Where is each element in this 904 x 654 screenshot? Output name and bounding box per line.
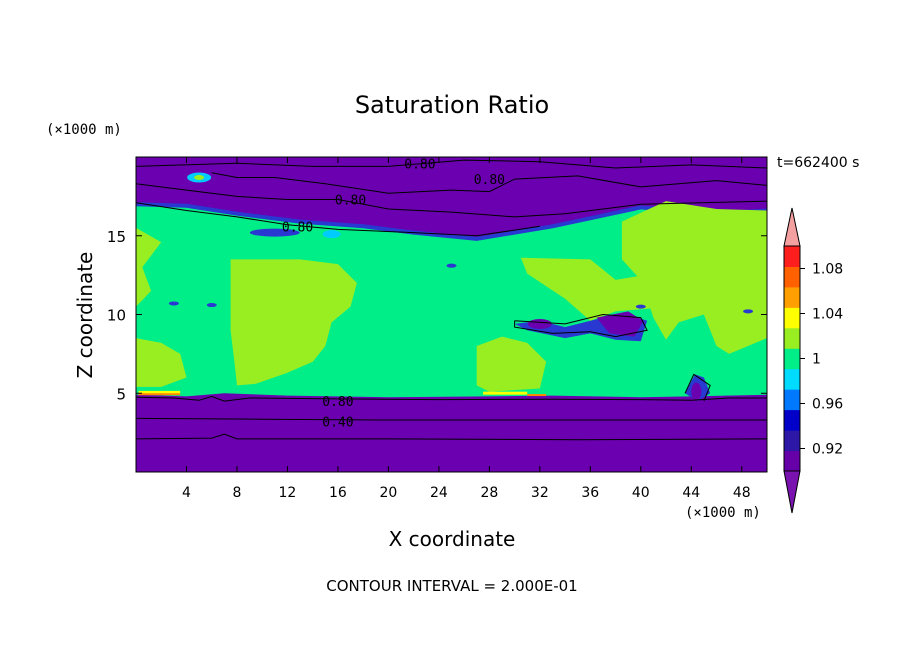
x-axis-ticks: 4 8 12 16 20 24 28 32 36 40 44 48 [182,157,751,501]
contour-label: 0.80 [282,220,313,235]
blue-patch [168,301,179,306]
colorbar-swatch [784,286,800,308]
contour-label: 0.80 [335,194,366,209]
blue-patch [249,228,300,237]
contour-line [684,373,711,402]
colorbar-swatch [784,266,800,288]
contour-label: 0.40 [322,416,353,431]
contour-line [136,433,767,441]
x-unit-label: (×1000 m) [685,505,761,521]
orange-streak [527,394,547,397]
colorbar-swatch [784,246,800,267]
lime-region [520,257,666,321]
colorbar-tick-label: 0.92 [812,442,843,458]
x-tick-label: 8 [232,485,241,501]
time-label: t=662400 s [777,155,859,171]
colorbar-under-triangle [783,470,801,514]
dry-patch [691,382,702,401]
yellow-streak [138,390,181,394]
colorbar-swatch [784,430,800,452]
lime-region [476,336,547,392]
colorbar-swatch [784,389,800,411]
dry-patch [527,318,552,329]
colorbar-swatch [784,307,800,329]
colorbar-tick-label: 1.08 [812,262,843,278]
y-unit-label: (×1000 m) [46,122,122,138]
x-tick-label: 36 [581,485,599,501]
colorbar-swatch [784,348,800,370]
y-tick-label: 10 [107,307,126,325]
contour-line [514,313,648,338]
y-axis-ticks: 5 10 15 [107,228,767,403]
x-tick-label: 12 [279,485,297,501]
contour-line [136,183,767,218]
blue-patch [206,303,217,308]
orange-streak [138,393,181,396]
blue-patch [743,309,754,314]
y-axis-label: Z coordinate [73,252,97,379]
colorbar-tick-label: 0.96 [812,397,843,413]
chart-title: Saturation Ratio [355,91,549,119]
lower-dry-layer [136,393,767,472]
contour-lines [136,159,767,441]
dry-patch [596,311,644,337]
lime-region [136,227,162,307]
contour-line [136,202,540,237]
contour-interval-footer: CONTOUR INTERVAL = 2.000E-01 [326,577,577,595]
contour-label: 0.80 [404,157,435,172]
x-tick-label: 48 [733,485,751,501]
yellow-streak [483,391,528,395]
x-axis-label: X coordinate [389,527,516,551]
lime-region [230,259,357,386]
lime-region [621,201,767,354]
colorbar-swatch [784,327,800,349]
contour-label: 0.80 [322,395,353,410]
contour-line [136,395,767,402]
blue-patch [635,304,646,309]
plot-area [136,157,767,472]
contour-line [136,417,767,421]
upper-dry-layer [136,157,767,239]
x-tick-label: 4 [182,485,191,501]
x-tick-label: 24 [430,485,448,501]
colorbar-over-triangle [783,207,801,247]
x-tick-label: 16 [329,485,347,501]
x-tick-label: 44 [682,485,700,501]
contour-line [211,172,767,194]
x-tick-label: 20 [379,485,397,501]
colorbar-swatch [784,450,800,472]
cyan-patch [322,230,341,239]
x-tick-label: 28 [480,485,498,501]
cyan-patch-core [194,174,205,180]
colorbar-swatch [784,368,800,390]
lime-region [136,338,187,387]
colorbar-tick-label: 1 [812,352,821,368]
colorbar-tick-label: 1.04 [812,307,843,323]
blue-patch [446,263,457,268]
colorbar: 0.92 0.96 1 1.04 1.08 [783,207,843,514]
contour-labels: 0.80 0.80 0.80 0.80 0.80 0.40 [282,157,505,430]
contour-label: 0.80 [474,173,505,188]
colorbar-swatch [784,409,800,431]
y-tick-label: 5 [116,385,126,403]
x-tick-label: 40 [632,485,650,501]
x-tick-label: 32 [531,485,549,501]
contour-line [136,159,767,169]
y-tick-label: 15 [107,228,126,246]
